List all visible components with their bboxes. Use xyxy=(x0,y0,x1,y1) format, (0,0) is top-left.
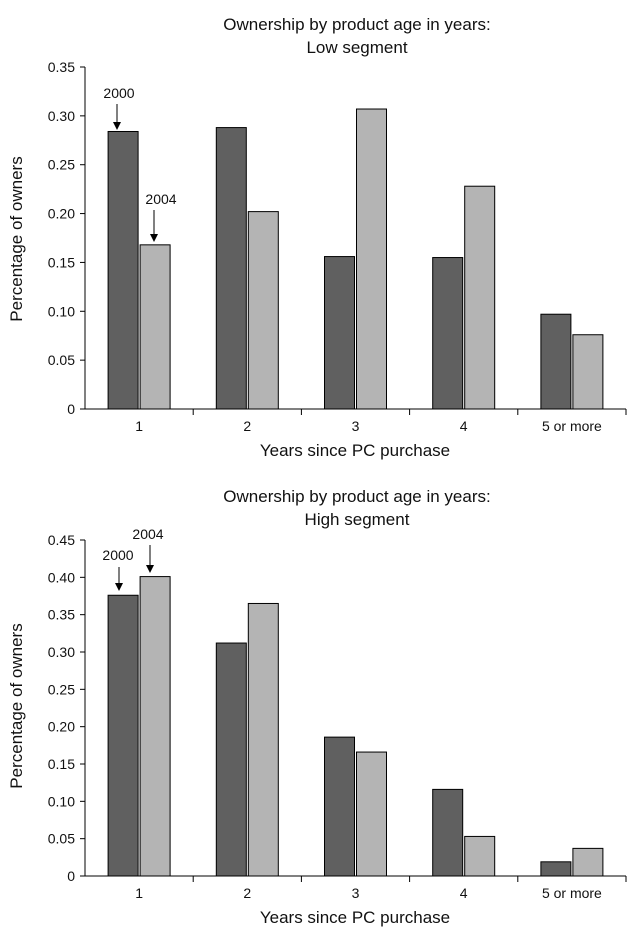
y-tick-label: 0.45 xyxy=(48,532,75,548)
y-tick-label: 0.40 xyxy=(48,569,75,585)
bars xyxy=(107,576,604,877)
y-tick-label: 0.10 xyxy=(48,793,75,809)
y-tick-label: 0.10 xyxy=(48,303,75,319)
bar-2004-2 xyxy=(247,602,279,877)
series-annotations: 2000 2004 xyxy=(103,85,177,242)
bar-2000-2 xyxy=(215,642,247,877)
series-2004-annotation: 2004 xyxy=(132,526,163,542)
high-segment-chart: Ownership by product age in years: High … xyxy=(7,487,627,927)
bar-2004-3 xyxy=(356,751,387,877)
x-tick-label: 5 or more xyxy=(542,885,602,901)
bar-2004-3 xyxy=(356,108,387,410)
series-2000-arrow-head xyxy=(113,122,121,130)
bar-2004-1 xyxy=(139,244,171,410)
y-axis: 0 0.05 0.10 0.15 0.20 0.25 0.30 0.35 xyxy=(48,59,85,417)
bar-2000-3 xyxy=(324,736,355,877)
y-tick-label: 0.35 xyxy=(48,59,75,75)
series-2000-annotation: 2000 xyxy=(103,85,134,101)
y-tick-label: 0.05 xyxy=(48,831,75,847)
bar-2004-4 xyxy=(464,185,496,410)
bar-2000-4 xyxy=(432,257,464,410)
x-tick-label: 5 or more xyxy=(542,418,602,434)
y-tick-label: 0.30 xyxy=(48,644,75,660)
x-tick-label: 2 xyxy=(243,885,251,901)
y-tick-label: 0.20 xyxy=(48,719,75,735)
x-tick-label: 1 xyxy=(135,885,143,901)
x-tick-label: 4 xyxy=(460,418,468,434)
chart-title: Ownership by product age in years: xyxy=(223,15,490,34)
x-axis-label: Years since PC purchase xyxy=(260,908,450,927)
y-tick-label: 0 xyxy=(67,868,75,884)
y-axis-label: Percentage of owners xyxy=(7,623,26,788)
bar-2004-4 xyxy=(464,835,496,877)
y-tick-label: 0.35 xyxy=(48,607,75,623)
bar-2000-5-or-more xyxy=(540,313,572,410)
y-tick-label: 0.25 xyxy=(48,157,75,173)
bar-2000-3 xyxy=(324,256,355,410)
series-2000-arrow-head xyxy=(115,583,123,591)
bar-2000-1 xyxy=(107,130,139,410)
x-axis-label: Years since PC purchase xyxy=(260,441,450,460)
x-axis: 1 2 3 4 5 or more xyxy=(135,409,627,434)
y-tick-label: 0.05 xyxy=(48,352,75,368)
x-tick-label: 3 xyxy=(352,418,360,434)
x-tick-label: 3 xyxy=(352,885,360,901)
bar-2004-1 xyxy=(139,576,171,877)
series-2004-annotation: 2004 xyxy=(145,191,176,207)
chart-subtitle: Low segment xyxy=(306,38,407,57)
y-tick-label: 0.20 xyxy=(48,206,75,222)
y-tick-label: 0.15 xyxy=(48,254,75,270)
x-tick-label: 1 xyxy=(135,418,143,434)
bar-2000-4 xyxy=(432,788,464,877)
x-axis: 1 2 3 4 5 or more xyxy=(135,876,627,901)
bars xyxy=(107,108,604,410)
y-tick-label: 0.25 xyxy=(48,681,75,697)
y-tick-label: 0.30 xyxy=(48,108,75,124)
chart-subtitle: High segment xyxy=(305,510,410,529)
y-axis: 0 0.05 0.10 0.15 0.20 0.25 0.30 0.35 0.40 0.45 xyxy=(48,532,85,884)
bar-2000-1 xyxy=(107,594,139,877)
bar-2004-5-or-more xyxy=(572,334,604,410)
bar-2004-2 xyxy=(247,211,279,410)
series-2004-arrow-head xyxy=(150,234,158,242)
series-2004-arrow-head xyxy=(146,565,154,573)
x-tick-label: 4 xyxy=(460,885,468,901)
bar-2004-5-or-more xyxy=(572,847,604,877)
series-2000-annotation: 2000 xyxy=(102,547,133,563)
low-segment-chart: Ownership by product age in years: Low s… xyxy=(7,15,627,460)
y-tick-label: 0 xyxy=(67,401,75,417)
bar-2000-2 xyxy=(215,127,247,410)
bar-2000-5-or-more xyxy=(540,861,572,877)
x-tick-label: 2 xyxy=(243,418,251,434)
y-tick-label: 0.15 xyxy=(48,756,75,772)
y-axis-label: Percentage of owners xyxy=(7,156,26,321)
series-annotations: 2000 2004 xyxy=(102,526,164,591)
chart-title: Ownership by product age in years: xyxy=(223,487,490,506)
